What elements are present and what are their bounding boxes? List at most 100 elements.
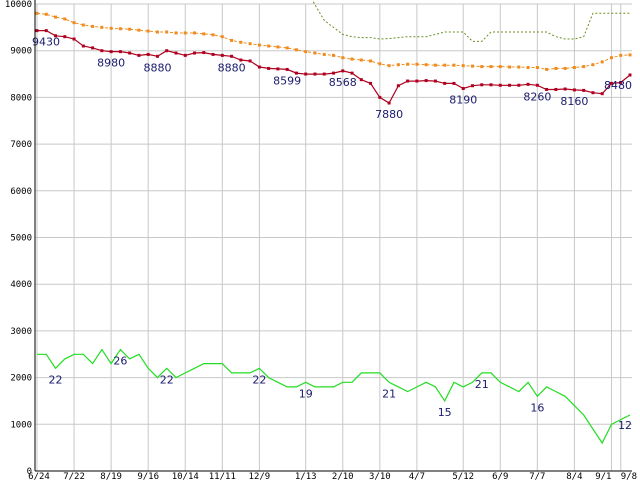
price-point (267, 66, 271, 70)
x-tick-label: 12/9 (249, 472, 271, 480)
upper-band-point (44, 12, 48, 16)
price-point (508, 83, 512, 87)
upper-band-point (498, 65, 502, 69)
y-tick-label: 7000 (10, 140, 32, 150)
x-tick-label: 7/22 (63, 472, 85, 480)
upper-band-point (415, 62, 419, 66)
price-point (248, 59, 252, 63)
price-point (285, 67, 289, 71)
price-data-label: 8480 (604, 79, 632, 92)
price-data-label: 8190 (449, 94, 477, 107)
x-tick-label: 5/12 (452, 472, 474, 480)
y-tick-label: 0 (27, 467, 32, 477)
upper-band-point (276, 45, 280, 49)
upper-band-point (517, 65, 521, 69)
upper-band-point (582, 65, 586, 69)
x-tick-label: 6/24 (28, 472, 50, 480)
price-point (257, 65, 261, 69)
price-point (91, 46, 95, 50)
upper-band-point (508, 65, 512, 69)
price-point (359, 78, 363, 82)
price-point (137, 53, 141, 57)
price-data-label: 8260 (523, 90, 551, 103)
x-tick-label: 4/7 (409, 472, 425, 480)
upper-band-point (174, 31, 178, 35)
price-point (81, 44, 85, 48)
price-point (155, 54, 159, 58)
price-point (563, 87, 567, 91)
price-point (350, 71, 354, 75)
x-tick-label: 9/8 (621, 472, 637, 480)
price-point (628, 73, 632, 77)
price-point (304, 72, 308, 76)
price-data-label: 7880 (375, 108, 403, 121)
upper-band-point (304, 50, 308, 54)
y-tick-label: 1000 (10, 420, 32, 430)
price-point (165, 49, 169, 53)
upper-band-point (452, 63, 456, 67)
upper-band-point (322, 52, 326, 56)
price-point (433, 79, 437, 83)
price-point (619, 80, 623, 84)
axes: 0 1000 2000 3000 4000 5000 6000 7000 8000 9000 100… (5, 0, 637, 480)
x-tick-label: 8/19 (100, 472, 122, 480)
y-tick-label: 10000 (5, 0, 32, 10)
price-point (378, 95, 382, 99)
volume-data-label: 26 (113, 355, 127, 368)
upper-band-point (285, 46, 289, 50)
price-point (480, 83, 484, 87)
volume-data-label: 21 (382, 387, 396, 400)
y-tick-label: 3000 (10, 327, 32, 337)
upper-band-point (118, 27, 122, 31)
price-point (461, 87, 465, 91)
price-point (276, 67, 280, 71)
upper-band-point (63, 17, 67, 21)
upper-band-point (350, 57, 354, 61)
price-point (387, 101, 391, 105)
price-point (72, 37, 76, 41)
upper-band-point (267, 44, 271, 48)
price-point (332, 71, 335, 75)
volume-data-label: 21 (475, 378, 489, 391)
data-labels: 9430 8980 8880 8880 8599 8568 7880 8190 8260 8160… (32, 36, 632, 432)
upper-band-point (535, 66, 539, 70)
upper-band-point (137, 28, 141, 32)
long-term-line (311, 0, 630, 42)
volume-data-label: 19 (299, 387, 313, 400)
upper-band-point (378, 62, 382, 66)
price-point (341, 69, 345, 73)
upper-band-point (424, 63, 428, 67)
upper-band-point (572, 66, 576, 70)
upper-band-point (35, 11, 39, 15)
price-data-label: 8880 (218, 61, 246, 74)
price-point (489, 83, 493, 87)
x-tick-label: 1/13 (295, 472, 317, 480)
price-point (609, 81, 613, 85)
price-point (230, 54, 234, 58)
price-data-label: 8568 (329, 76, 357, 89)
y-tick-label: 2000 (10, 374, 32, 384)
upper-band-point (341, 56, 345, 60)
upper-band-point (609, 56, 613, 60)
x-tick-label: 3/10 (369, 472, 391, 480)
volume-data-label: 15 (438, 406, 452, 419)
price-point (322, 72, 326, 76)
upper-band-point (433, 63, 437, 67)
price-point (406, 79, 410, 83)
series-lines (36, 0, 631, 445)
upper-band-point (480, 65, 484, 69)
x-tick-label: 7/7 (529, 472, 545, 480)
price-point (35, 29, 39, 33)
upper-band-point (406, 62, 410, 66)
volume-line (37, 348, 631, 445)
upper-band-point (600, 60, 604, 64)
price-point (526, 82, 530, 86)
price-point (100, 49, 104, 53)
price-point (146, 52, 150, 56)
price-point (294, 71, 298, 75)
upper-band-point (165, 30, 169, 34)
upper-band-point (230, 38, 234, 42)
price-point (452, 81, 456, 85)
price-point (369, 81, 373, 85)
